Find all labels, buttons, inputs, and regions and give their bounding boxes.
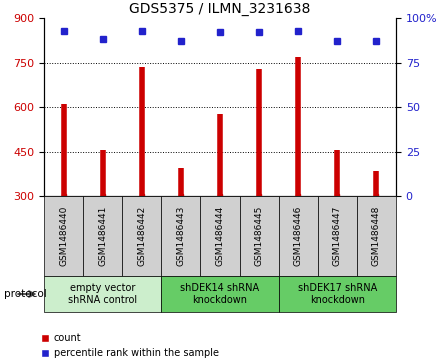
Text: GSM1486448: GSM1486448: [372, 206, 381, 266]
Text: GSM1486441: GSM1486441: [98, 206, 107, 266]
Text: GSM1486445: GSM1486445: [255, 206, 264, 266]
Text: shDEK14 shRNA
knockdown: shDEK14 shRNA knockdown: [180, 283, 260, 305]
Text: protocol: protocol: [4, 289, 47, 299]
Legend: count, percentile rank within the sample: count, percentile rank within the sample: [40, 333, 219, 358]
Text: GSM1486440: GSM1486440: [59, 206, 68, 266]
Text: GSM1486443: GSM1486443: [176, 206, 185, 266]
Text: GSM1486446: GSM1486446: [294, 206, 303, 266]
Text: empty vector
shRNA control: empty vector shRNA control: [68, 283, 137, 305]
Title: GDS5375 / ILMN_3231638: GDS5375 / ILMN_3231638: [129, 2, 311, 16]
Text: GSM1486444: GSM1486444: [216, 206, 224, 266]
Text: GSM1486442: GSM1486442: [137, 206, 146, 266]
Text: GSM1486447: GSM1486447: [333, 206, 342, 266]
Text: shDEK17 shRNA
knockdown: shDEK17 shRNA knockdown: [298, 283, 377, 305]
